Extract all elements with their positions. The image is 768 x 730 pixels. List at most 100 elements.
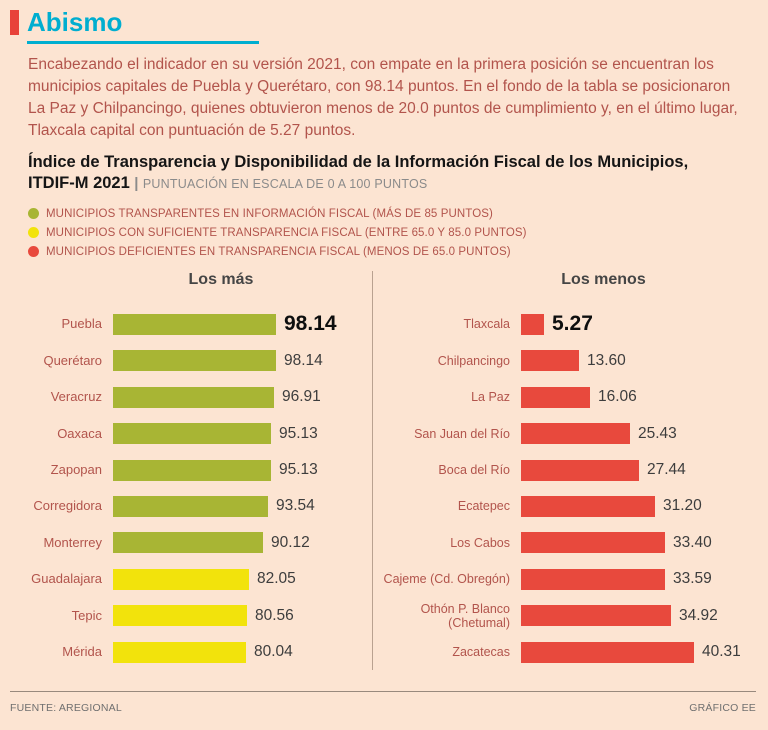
bar-row: Zapopan 95.13 <box>10 452 372 488</box>
title-block: Abismo <box>27 8 259 45</box>
chart-header-los-mas: Los más <box>188 271 254 289</box>
bar <box>113 313 276 335</box>
bar <box>113 641 246 663</box>
title-underline <box>27 41 259 45</box>
value-label: 34.92 <box>679 606 718 624</box>
bar <box>521 641 694 663</box>
intro-text: Encabezando el indicador en su versión 2… <box>28 56 738 140</box>
bar <box>113 386 274 408</box>
bar-row: Zacatecas 40.31 <box>373 634 754 670</box>
bar-area: 98.14 <box>113 350 372 372</box>
value-label: 98.14 <box>284 351 323 369</box>
legend-item-yellow: MUNICIPIOS CON SUFICIENTE TRANSPARENCIA … <box>28 223 754 242</box>
bar <box>113 568 249 590</box>
category-label: Veracruz <box>50 389 102 405</box>
bar-area: 5.27 <box>521 312 754 336</box>
yellow-dot-icon <box>28 227 39 239</box>
category-label: Oaxaca <box>57 425 102 441</box>
bar-row: Ecatepec 31.20 <box>373 488 754 524</box>
category-label: Querétaro <box>43 352 102 368</box>
category-label: La Paz <box>471 390 510 405</box>
legend: MUNICIPIOS TRANSPARENTES EN INFORMACIÓN … <box>28 204 754 261</box>
value-label: 5.27 <box>552 312 593 336</box>
chart-los-mas: Los más Puebla 98.14 Querétaro 98.14 Veracru… <box>10 271 372 670</box>
bar-row: Puebla 98.14 <box>10 306 372 342</box>
legend-label: MUNICIPIOS CON SUFICIENTE TRANSPARENCIA … <box>46 226 527 239</box>
bar-row: Chilpancingo 13.60 <box>373 343 754 379</box>
category-label: Monterrey <box>43 534 102 550</box>
value-label: 95.13 <box>279 461 318 479</box>
bar-rows: Tlaxcala 5.27 Chilpancingo 13.60 La Paz 16.06… <box>373 306 754 670</box>
value-label: 33.59 <box>673 570 712 588</box>
category-label: Othón P. Blanco (Chetumal) <box>420 601 510 630</box>
value-label: 27.44 <box>647 461 686 479</box>
bar-area: 80.56 <box>113 605 372 627</box>
charts-container: Los más Puebla 98.14 Querétaro 98.14 Veracru… <box>10 271 754 671</box>
value-label: 25.43 <box>638 424 677 442</box>
bar-area: 25.43 <box>521 423 754 445</box>
bar-row: Boca del Río 27.44 <box>373 452 754 488</box>
bar <box>113 459 271 481</box>
value-label: 40.31 <box>702 643 741 660</box>
bar-area: 33.59 <box>521 568 754 590</box>
bar <box>113 350 276 372</box>
bar-row: Los Cabos 33.40 <box>373 525 754 561</box>
bar <box>521 568 665 590</box>
green-dot-icon <box>28 208 39 220</box>
bar-row: Guadalajara 82.05 <box>10 561 372 597</box>
value-label: 90.12 <box>271 533 310 551</box>
bar-row: Monterrey 90.12 <box>10 525 372 561</box>
bar <box>521 459 639 481</box>
category-label: Ecatepec <box>457 499 510 514</box>
header: Abismo <box>10 8 754 45</box>
bar <box>521 386 590 408</box>
bar <box>521 423 630 445</box>
category-label: Los Cabos <box>450 535 510 550</box>
category-label: Corregidora <box>33 498 102 514</box>
bar-area: 93.54 <box>113 495 372 517</box>
bar-area: 96.91 <box>113 386 372 408</box>
bar-area: 33.40 <box>521 532 754 554</box>
bar-row: Cajeme (Cd. Obregón) 33.59 <box>373 561 754 597</box>
category-label: Zapopan <box>50 462 102 478</box>
source-text: FUENTE: AREGIONAL <box>10 702 122 714</box>
bar-area: 95.13 <box>113 423 372 445</box>
chart-los-menos: Los menos Tlaxcala 5.27 Chilpancingo 13.60 L… <box>372 271 754 671</box>
category-label: Cajeme (Cd. Obregón) <box>383 572 510 587</box>
bar <box>113 532 263 554</box>
chart-title-block: Índice de Transparencia y Disponibilidad… <box>28 152 728 195</box>
bar-row: Corregidora 93.54 <box>10 488 372 524</box>
legend-item-green: MUNICIPIOS TRANSPARENTES EN INFORMACIÓN … <box>28 204 754 223</box>
value-label: 93.54 <box>276 497 315 515</box>
infographic-page: Abismo Encabezando el indicador en su ve… <box>10 8 754 671</box>
red-accent-bar <box>10 10 19 35</box>
bar-area: 13.60 <box>521 350 754 372</box>
bar-area: 95.13 <box>113 459 372 481</box>
bar-row: Oaxaca 95.13 <box>10 415 372 451</box>
category-label: Boca del Río <box>438 463 510 478</box>
value-label: 16.06 <box>598 388 637 406</box>
bar-row: La Paz 16.06 <box>373 379 754 415</box>
bar-area: 40.31 <box>521 641 754 663</box>
bar <box>521 605 671 627</box>
category-label: Guadalajara <box>31 571 102 587</box>
category-label: Tepic <box>71 607 102 623</box>
bar-area: 98.14 <box>113 312 372 336</box>
category-label: Tlaxcala <box>463 317 510 332</box>
bar <box>521 313 544 335</box>
value-label: 80.56 <box>255 606 294 624</box>
bar <box>113 423 271 445</box>
bar <box>113 495 268 517</box>
value-label: 13.60 <box>587 351 626 369</box>
bar-rows: Puebla 98.14 Querétaro 98.14 Veracruz 96.91 Oa… <box>10 306 372 670</box>
bar-row: Tepic 80.56 <box>10 597 372 633</box>
bar-row: San Juan del Río 25.43 <box>373 415 754 451</box>
bar-row: Veracruz 96.91 <box>10 379 372 415</box>
bar <box>521 532 665 554</box>
chart-title: Índice de Transparencia y Disponibilidad… <box>28 153 689 193</box>
bar-area: 16.06 <box>521 386 754 408</box>
value-label: 95.13 <box>279 424 318 442</box>
category-label: San Juan del Río <box>414 426 510 441</box>
bar <box>521 495 655 517</box>
bar-row: Tlaxcala 5.27 <box>373 306 754 342</box>
